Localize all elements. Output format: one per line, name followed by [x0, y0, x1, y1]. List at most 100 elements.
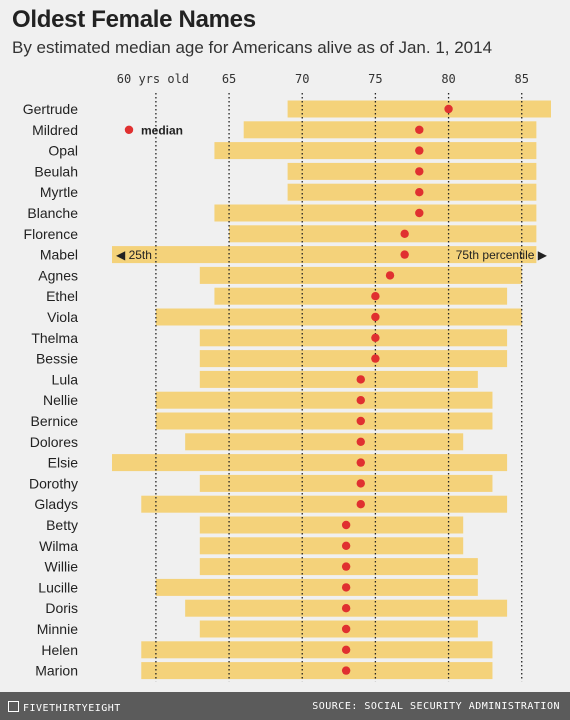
- p25-annotation: ◀ 25th: [116, 248, 152, 262]
- bar-marion: [141, 662, 493, 680]
- name-label-bernice: Bernice: [31, 413, 79, 429]
- median-dot-florence: [400, 229, 409, 238]
- median-dot-opal: [415, 146, 424, 155]
- name-label-mabel: Mabel: [40, 247, 78, 263]
- median-dot-elsie: [356, 458, 365, 467]
- median-legend-dot: [124, 125, 134, 134]
- median-dot-ethel: [371, 292, 380, 301]
- bar-gladys: [141, 495, 508, 513]
- tick-label-70: 70: [295, 72, 309, 86]
- name-label-myrtle: Myrtle: [40, 184, 78, 200]
- median-dot-agnes: [385, 271, 395, 280]
- name-label-nellie: Nellie: [43, 392, 78, 408]
- name-label-gladys: Gladys: [34, 496, 78, 512]
- bar-lula: [199, 370, 478, 388]
- bar-lucille: [155, 578, 478, 596]
- tick-label-80: 80: [441, 72, 455, 86]
- median-dot-nellie: [356, 396, 365, 405]
- bar-wilma: [199, 537, 464, 555]
- name-label-wilma: Wilma: [39, 538, 78, 554]
- bar-ethel: [214, 287, 508, 305]
- bar-minnie: [199, 620, 478, 638]
- name-label-gertrude: Gertrude: [23, 101, 78, 117]
- bar-dolores: [185, 433, 464, 451]
- source-note: SOURCE: SOCIAL SECURITY ADMINISTRATION: [312, 701, 560, 712]
- name-label-lula: Lula: [52, 371, 79, 387]
- median-dot-marion: [341, 666, 351, 675]
- bar-myrtle: [287, 183, 537, 201]
- bar-willie: [199, 558, 478, 576]
- bar-gertrude: [287, 100, 551, 118]
- chart-subtitle: By estimated median age for Americans al…: [12, 38, 493, 57]
- median-dot-thelma: [371, 333, 380, 342]
- name-label-bessie: Bessie: [36, 351, 78, 367]
- median-dot-mildred: [415, 125, 424, 134]
- bar-mildred: [243, 121, 537, 139]
- tick-label-65: 65: [222, 72, 236, 86]
- bar-elsie: [112, 454, 508, 472]
- median-dot-doris: [341, 604, 351, 613]
- range-chart: 60 yrs old 65 70 75 80 85 Gertrude Mildred Opal B…: [23, 72, 551, 682]
- tick-label-85: 85: [515, 72, 529, 86]
- median-dot-mabel: [400, 250, 409, 259]
- name-label-ethel: Ethel: [46, 288, 78, 304]
- median-dot-myrtle: [415, 188, 424, 197]
- median-dot-dorothy: [356, 479, 365, 488]
- name-label-marion: Marion: [35, 663, 78, 679]
- bar-viola: [155, 308, 522, 326]
- name-label-willie: Willie: [45, 559, 79, 575]
- name-label-mildred: Mildred: [32, 122, 78, 138]
- bar-beulah: [287, 162, 537, 180]
- p75-annotation: 75th percentile ▶: [456, 248, 548, 262]
- tick-label-60: 60 yrs old: [117, 72, 189, 86]
- tick-label-75: 75: [368, 72, 382, 86]
- median-dot-dolores: [356, 437, 365, 446]
- bar-mabel: [112, 246, 537, 264]
- bar-bessie: [199, 350, 508, 368]
- brand: FIVETHIRTYEIGHT: [8, 701, 121, 714]
- name-label-betty: Betty: [46, 517, 78, 533]
- name-label-elsie: Elsie: [48, 455, 79, 471]
- bar-florence: [229, 225, 537, 243]
- chart-title: Oldest Female Names: [12, 6, 256, 33]
- name-label-blanche: Blanche: [27, 205, 78, 221]
- name-label-dorothy: Dorothy: [29, 475, 78, 491]
- name-label-beulah: Beulah: [34, 163, 78, 179]
- median-dot-lula: [356, 375, 365, 384]
- name-label-doris: Doris: [45, 600, 78, 616]
- bar-nellie: [155, 391, 493, 409]
- name-label-florence: Florence: [24, 226, 79, 242]
- median-dot-lucille: [341, 583, 351, 592]
- median-legend-label: median: [141, 123, 183, 137]
- bar-helen: [141, 641, 493, 659]
- median-dot-helen: [341, 645, 351, 654]
- median-dot-beulah: [415, 167, 424, 176]
- median-dot-blanche: [415, 208, 424, 218]
- median-dot-wilma: [341, 541, 351, 550]
- median-dot-viola: [371, 312, 380, 322]
- name-label-lucille: Lucille: [38, 579, 78, 595]
- brand-label: FIVETHIRTYEIGHT: [23, 703, 121, 714]
- bar-opal: [214, 142, 537, 160]
- name-label-dolores: Dolores: [30, 434, 78, 450]
- median-dot-gladys: [356, 500, 365, 509]
- name-label-helen: Helen: [41, 642, 78, 658]
- median-dot-gertrude: [444, 104, 453, 114]
- median-dot-bessie: [371, 354, 380, 363]
- name-label-thelma: Thelma: [31, 330, 78, 346]
- median-dot-willie: [341, 562, 351, 571]
- bar-bernice: [155, 412, 493, 430]
- median-dot-bernice: [356, 416, 365, 426]
- footer-bar: FIVETHIRTYEIGHT SOURCE: SOCIAL SECURITY …: [0, 692, 570, 720]
- bar-thelma: [199, 329, 508, 347]
- bar-agnes: [199, 266, 522, 284]
- name-label-opal: Opal: [48, 143, 78, 159]
- name-label-agnes: Agnes: [38, 267, 78, 283]
- name-label-viola: Viola: [47, 309, 78, 325]
- name-label-minnie: Minnie: [37, 621, 78, 637]
- bar-dorothy: [199, 474, 493, 492]
- median-dot-betty: [341, 520, 351, 530]
- brand-icon: [8, 701, 19, 712]
- median-dot-minnie: [341, 624, 351, 634]
- bar-betty: [199, 516, 464, 534]
